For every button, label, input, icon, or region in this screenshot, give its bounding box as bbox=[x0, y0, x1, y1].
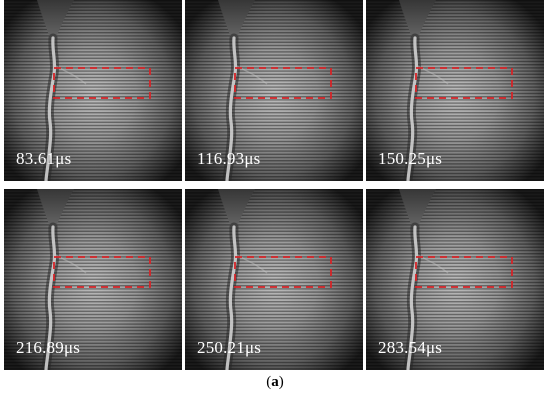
frame-5: 250.21μs bbox=[185, 189, 363, 370]
timestamp-label-4: 216.89μs bbox=[16, 338, 81, 357]
frame-4: 216.89μs bbox=[4, 189, 182, 370]
image-grid: 83.61μs 116.93μs 150.25μs 216.89μs 250.2… bbox=[4, 0, 545, 370]
figure-caption: (a) bbox=[0, 374, 550, 391]
timestamp-label-3: 150.25μs bbox=[378, 149, 443, 168]
caption-open-paren: ( bbox=[266, 374, 272, 390]
caption-close-paren: ) bbox=[278, 374, 284, 390]
frame-6: 283.54μs bbox=[366, 189, 544, 370]
timestamp-label-6: 283.54μs bbox=[378, 338, 443, 357]
timestamp-label-2: 116.93μs bbox=[197, 149, 261, 168]
timestamp-label-1: 83.61μs bbox=[16, 149, 72, 168]
frame-1: 83.61μs bbox=[4, 0, 182, 181]
caption-letter: a bbox=[271, 374, 279, 390]
frame-3: 150.25μs bbox=[366, 0, 544, 181]
timestamp-label-5: 250.21μs bbox=[197, 338, 262, 357]
frame-2: 116.93μs bbox=[185, 0, 363, 181]
